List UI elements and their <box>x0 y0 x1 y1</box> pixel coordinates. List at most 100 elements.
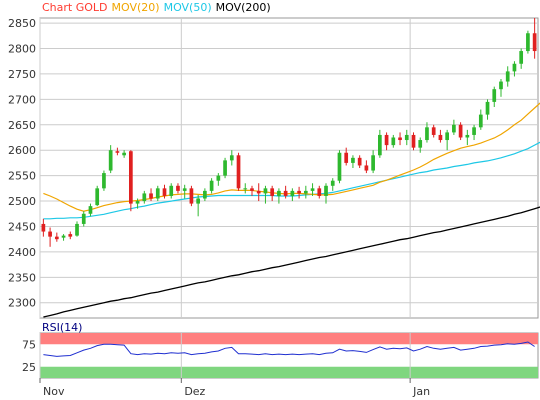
y-tick-label: 2300 <box>8 297 36 310</box>
candle-body <box>149 193 153 199</box>
candle-body <box>478 114 483 128</box>
candle-body <box>404 134 409 141</box>
legend: Chart GOLD MOV(20) MOV(50) MOV(200) <box>42 1 271 14</box>
candle-body <box>411 134 416 148</box>
candle-body <box>297 190 301 194</box>
axis-layer: 2300 2350 2400 2450 2500 2550 2600 2650 2700 2750… <box>8 17 430 398</box>
candle-body <box>54 236 59 240</box>
candle-body <box>378 134 382 156</box>
candle-body <box>398 137 402 141</box>
candle-body <box>512 63 517 72</box>
mov20-line <box>43 102 540 212</box>
candle-body <box>68 234 73 237</box>
y-tick-label: 2700 <box>8 93 36 106</box>
candle-body <box>465 134 470 138</box>
y-tick-label: 2850 <box>8 17 36 30</box>
candle-body <box>283 190 288 196</box>
rsi-line <box>43 341 535 357</box>
candle-body <box>532 33 537 52</box>
candle-body <box>290 190 295 196</box>
candle-body <box>485 101 490 115</box>
candle-body <box>458 124 463 138</box>
candle-body <box>391 137 396 146</box>
candle-body <box>277 190 281 196</box>
candle-body <box>330 180 335 186</box>
candle-body <box>108 150 113 171</box>
legend-entry: MOV(200) <box>216 1 271 14</box>
rsi-oversold-zone <box>40 366 538 378</box>
y-tick-label: 2500 <box>8 195 36 208</box>
candle-body <box>256 190 261 194</box>
candle-body <box>122 152 126 156</box>
y-tick-label: 2350 <box>8 271 36 284</box>
candle-body <box>344 152 349 163</box>
y-tick-label: 2400 <box>8 246 36 259</box>
candle-body <box>452 124 456 133</box>
candle-body <box>505 71 510 82</box>
price-panel <box>39 17 540 319</box>
candle-body <box>229 155 234 161</box>
candle-body <box>216 175 221 181</box>
candle-body <box>176 185 180 191</box>
candle-body <box>115 151 120 153</box>
mov50-line <box>43 141 540 220</box>
rsi-label: RSI(14) <box>42 321 82 334</box>
candle-body <box>270 188 275 196</box>
candle-body <box>162 188 167 196</box>
candle-body <box>519 51 524 64</box>
candle-body <box>135 201 140 204</box>
rsi-y-tick-label: 75 <box>22 338 36 351</box>
candle-body <box>351 157 355 163</box>
candle-body <box>223 160 227 176</box>
candle-body <box>357 157 362 166</box>
x-tick-label: Nov <box>43 385 65 398</box>
candle-body <box>88 206 93 214</box>
candle-body <box>324 185 328 196</box>
y-tick-label: 2650 <box>8 119 36 132</box>
candle-body <box>418 140 423 148</box>
candle-body <box>182 188 187 191</box>
candle-body <box>492 89 497 102</box>
y-tick-label: 2750 <box>8 68 36 81</box>
legend-entry: MOV(20) <box>112 1 160 14</box>
x-tick-label: Dez <box>184 385 205 398</box>
candle-body <box>209 180 214 191</box>
candle-body <box>48 231 52 237</box>
candle-body <box>472 127 476 135</box>
candle-body <box>75 223 79 236</box>
candle-body <box>384 134 389 146</box>
candle-body <box>243 188 248 190</box>
candle-body <box>371 155 375 171</box>
candle-body <box>95 188 100 206</box>
y-tick-label: 2600 <box>8 144 36 157</box>
candle-body <box>129 151 133 204</box>
candle-body <box>431 127 436 135</box>
candle-body <box>236 155 241 189</box>
candle-body <box>142 193 147 202</box>
candle-body <box>310 188 315 191</box>
candle-body <box>41 223 46 232</box>
candle-body <box>445 132 449 141</box>
x-tick-label: Jan <box>412 385 430 398</box>
rsi-y-tick-label: 25 <box>22 361 36 374</box>
legend-entry: Chart GOLD <box>42 1 108 14</box>
candle-body <box>438 134 443 141</box>
candle-body <box>263 188 268 194</box>
y-tick-label: 2800 <box>8 43 36 56</box>
candle-body <box>337 152 342 181</box>
candle-body <box>61 235 66 238</box>
candle-body <box>102 173 106 189</box>
rsi-overbought-zone <box>40 333 538 345</box>
candle-body <box>169 185 174 196</box>
candle-body <box>317 188 322 196</box>
candle-body <box>425 127 429 141</box>
legend-entry: MOV(50) <box>164 1 212 14</box>
y-tick-label: 2550 <box>8 170 36 183</box>
price-plot-frame <box>39 17 539 319</box>
candle-body <box>81 213 86 224</box>
candle-body <box>203 190 207 199</box>
candle-body <box>303 190 308 194</box>
candle-body <box>189 188 194 204</box>
